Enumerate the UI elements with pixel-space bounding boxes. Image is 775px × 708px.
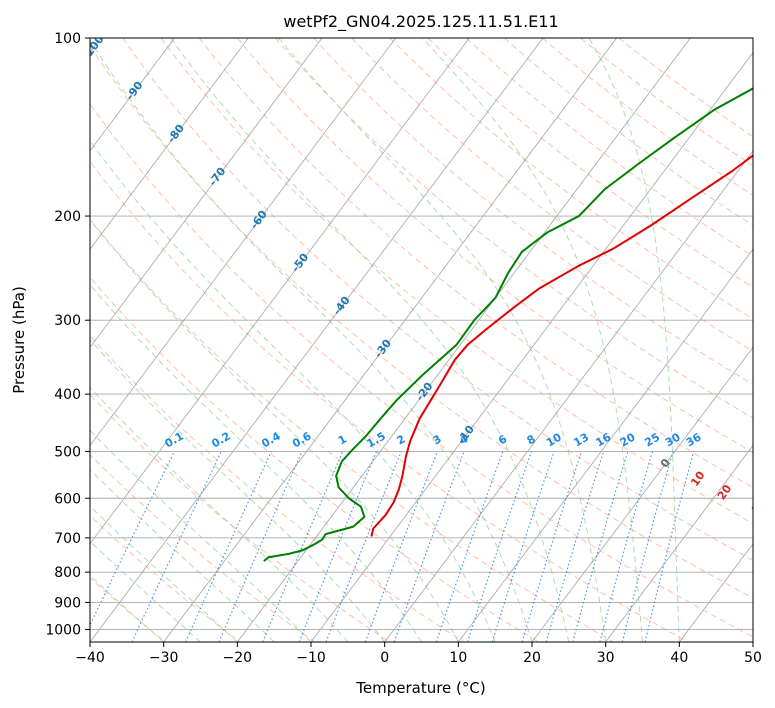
y-axis-label: Pressure (hPa): [10, 286, 28, 394]
mixing-ratio-line: [545, 451, 605, 642]
x-tick-label: 0: [380, 650, 389, 666]
moist-adiabat-line: [90, 574, 165, 642]
y-tick-label: 700: [54, 531, 81, 547]
x-tick-label: 10: [449, 650, 467, 666]
y-tick-label: 800: [54, 565, 81, 581]
mixing-ratio-line: [262, 451, 344, 642]
dry-adiabat-line: [313, 38, 753, 385]
dry-adiabat-line: [236, 38, 753, 453]
isotherm-line: [605, 444, 753, 642]
y-tick-label: 900: [54, 595, 81, 611]
moist-adiabat-line: [90, 540, 201, 642]
dry-adiabat-line: [90, 160, 689, 642]
mixing-ratio-line: [298, 451, 377, 642]
isotherm-line: [90, 38, 470, 545]
y-tick-label: 100: [54, 31, 81, 47]
mixing-ratio-line: [466, 451, 532, 642]
isotherm-line: [457, 248, 753, 642]
mixing-ratio-line: [393, 451, 465, 642]
x-tick-label: −10: [296, 650, 326, 666]
mixing-ratio-line: [364, 451, 438, 642]
y-tick-label: 600: [54, 491, 81, 507]
x-tick-label: 20: [523, 650, 541, 666]
dry-adiabat-line: [351, 38, 753, 352]
profile-series: [263, 87, 753, 562]
isotherm-line: [90, 38, 176, 152]
x-tick-label: 30: [597, 650, 615, 666]
x-tick-label: −30: [149, 650, 179, 666]
isotherm-line: [310, 51, 753, 642]
dry-adiabat-line: [389, 38, 753, 320]
moist-adiabat-line: [90, 429, 312, 642]
y-tick-label: 200: [54, 209, 81, 225]
isotherm-line: [236, 38, 691, 642]
dry-adiabat-line: [90, 577, 166, 642]
moist-adiabat-line: [90, 505, 238, 642]
x-tick-label: −40: [75, 650, 105, 666]
temperature-profile-line: [370, 154, 753, 537]
dewpoint-profile-line: [263, 87, 753, 562]
y-axis-ticks: 100 200 300 400 500 600 700 800 900 1000: [45, 31, 90, 638]
y-tick-label: 1000: [45, 622, 81, 638]
y-tick-label: 300: [54, 313, 81, 329]
dry-adiabat-line: [90, 218, 614, 642]
chart-title: wetPf2_GN04.2025.125.11.51.E11: [283, 12, 558, 32]
moist-adiabat-line: [588, 38, 680, 642]
dry-adiabat-line: [90, 394, 390, 642]
dry-adiabat-line: [90, 454, 315, 642]
moist-adiabat-line: [278, 38, 607, 642]
mixing-ratio-line: [621, 451, 674, 642]
isotherm-line: [90, 38, 249, 250]
dry-adiabat-line: [90, 276, 540, 642]
isotherm-line: [163, 38, 618, 642]
isotherm-line: [90, 38, 323, 349]
x-tick-label: 50: [744, 650, 762, 666]
isotherm-line: [384, 150, 753, 642]
isotherm-line: [90, 38, 397, 447]
dry-adiabat-line: [275, 38, 753, 419]
isotherm-line: [531, 346, 753, 642]
moist-adiabat-line: [170, 38, 570, 642]
x-axis-label: Temperature (°C): [355, 679, 485, 697]
mixing-ratio-line: [435, 451, 504, 642]
x-tick-label: −20: [223, 650, 253, 666]
y-tick-label: 500: [54, 444, 81, 460]
mixing-ratio-line: [521, 451, 583, 642]
mixing-ratio-line: [218, 451, 303, 642]
mixing-ratio-line: [572, 451, 629, 642]
moist-adiabats: [90, 38, 680, 642]
isotherms: [90, 38, 753, 642]
dry-adiabat-line: [90, 515, 241, 642]
x-tick-label: 40: [670, 650, 688, 666]
dry-adiabat-line: [427, 38, 753, 288]
dry-adiabat-line: [90, 45, 753, 599]
moist-adiabat-line: [90, 284, 422, 642]
pressure-gridlines: [90, 38, 753, 630]
moist-adiabat-line: [90, 39, 533, 642]
mixing-ratio-line: [325, 451, 402, 642]
mixing-ratio-line: [185, 451, 272, 642]
dry-adiabat-label: 30: [749, 495, 769, 515]
plot-frame: [89, 37, 754, 643]
mixing-ratio-line: [644, 451, 695, 642]
moist-adiabat-line: [90, 139, 496, 642]
moist-adiabat-line: [90, 386, 349, 642]
y-tick-label: 400: [54, 387, 81, 403]
plot-area: 0.1 0.2 0.4 0.6 1 1.5 2 3 4 6 8 10 13 16 20 25 30 36 -100…: [90, 38, 769, 642]
moist-adiabat-line: [90, 219, 459, 642]
mixing-ratio-line: [599, 451, 654, 642]
isotherm-line: [90, 38, 544, 642]
mixing-ratio-line: [491, 451, 555, 642]
x-axis-ticks: −40 −30 −20 −10 0 10 20 30 40 50: [75, 642, 762, 666]
moist-adiabat-line: [422, 38, 643, 642]
